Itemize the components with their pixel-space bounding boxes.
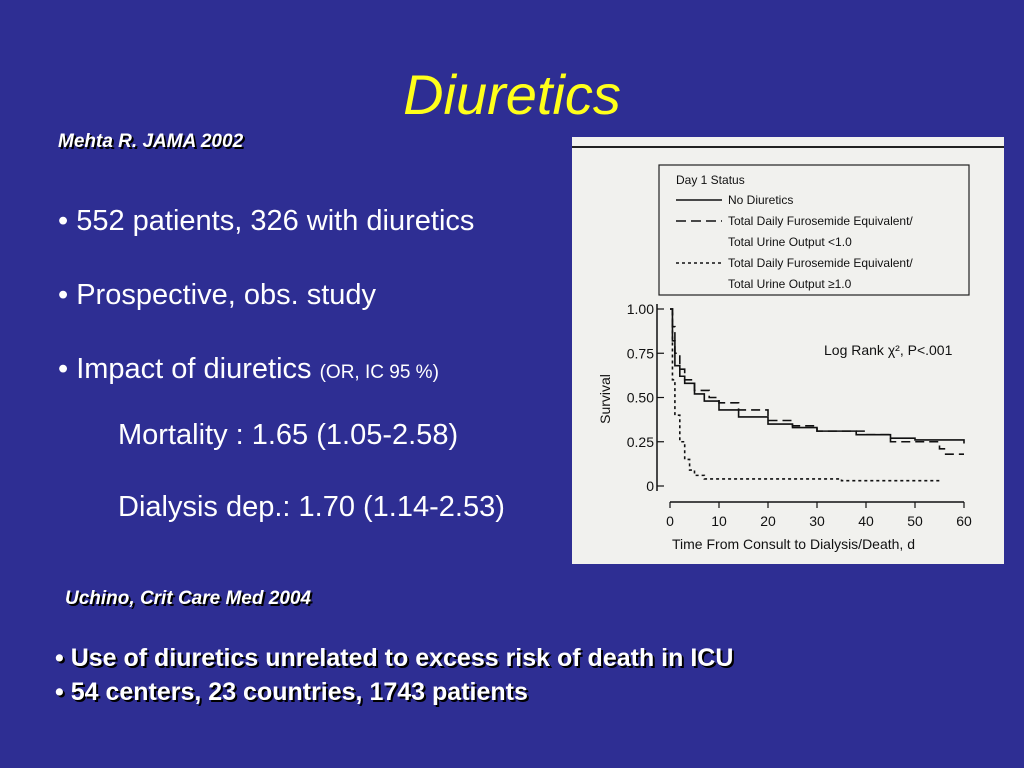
y-tick-label: 1.00 bbox=[627, 301, 654, 317]
chart-legend: Day 1 Status No Diuretics Total Daily Fu… bbox=[658, 164, 970, 296]
x-tick-label: 30 bbox=[809, 513, 825, 529]
legend-label-ratio-low-line: Total Daily Furosemide Equivalent/ bbox=[728, 214, 913, 228]
x-axis-label: Time From Consult to Dialysis/Death, d bbox=[672, 536, 915, 552]
y-tick-label: 0 bbox=[646, 478, 654, 494]
x-tick-label: 50 bbox=[907, 513, 923, 529]
y-tick-label: 0.25 bbox=[627, 434, 654, 450]
legend-label-ratio-high-line: Total Daily Furosemide Equivalent/ bbox=[728, 256, 913, 270]
x-tick-label: 0 bbox=[666, 513, 674, 529]
survival-chart: Day 1 Status No Diuretics Total Daily Fu… bbox=[572, 146, 1004, 552]
x-tick-label: 40 bbox=[858, 513, 874, 529]
chart-series bbox=[670, 308, 965, 482]
dialysis-result: Dialysis dep.: 1.70 (1.14-2.53) bbox=[118, 491, 505, 523]
legend-label-ratio-low: Total Daily Furosemide Equivalent/ Total… bbox=[728, 214, 916, 249]
slide-title: Diuretics bbox=[403, 63, 621, 126]
legend-title: Day 1 Status bbox=[676, 173, 745, 187]
reference-mehta: Mehta R. JAMA 2002 bbox=[58, 131, 244, 152]
log-rank-annotation: Log Rank χ², P<.001 bbox=[824, 342, 953, 358]
y-tick-label: 0.50 bbox=[627, 390, 654, 406]
bullet-study-type: • Prospective, obs. study bbox=[58, 279, 377, 311]
legend-label-ratio-high: Total Daily Furosemide Equivalent/ Total… bbox=[728, 256, 916, 291]
y-axis-label: Survival bbox=[597, 374, 613, 424]
legend-box bbox=[658, 164, 970, 296]
legend-label-ratio-low-line: Total Urine Output <1.0 bbox=[728, 235, 852, 249]
x-tick-label: 10 bbox=[711, 513, 727, 529]
bullet-patients: • 552 patients, 326 with diuretics bbox=[58, 205, 475, 237]
legend-label-no-diuretics: No Diuretics bbox=[728, 193, 793, 207]
mortality-result: Mortality : 1.65 (1.05-2.58) bbox=[118, 419, 459, 451]
bullet-impact-label: • Impact of diuretics bbox=[58, 353, 312, 385]
bullet-impact: • Impact of diuretics (OR, IC 95 %) bbox=[58, 353, 439, 386]
x-tick-label: 60 bbox=[956, 513, 972, 529]
series-line-2 bbox=[670, 308, 964, 455]
series-line-3 bbox=[670, 308, 940, 482]
bold-bullet-centers: • 54 centers, 23 countries, 1743 patient… bbox=[55, 678, 528, 706]
x-tick-label: 20 bbox=[760, 513, 776, 529]
legend-label-ratio-high-line: Total Urine Output ≥1.0 bbox=[728, 277, 852, 291]
reference-uchino: Uchino, Crit Care Med 2004 bbox=[65, 588, 312, 609]
bold-bullet-risk: • Use of diuretics unrelated to excess r… bbox=[55, 644, 734, 672]
series-line-1 bbox=[670, 308, 965, 444]
chart-axes: 0 0.25 0.50 0.75 1.00 0 10 20 30 40 50 60 bbox=[627, 301, 972, 529]
impact-note: (OR, IC 95 %) bbox=[319, 362, 439, 383]
y-tick-label: 0.75 bbox=[627, 345, 654, 361]
survival-chart-figure: Day 1 Status No Diuretics Total Daily Fu… bbox=[572, 137, 1004, 564]
